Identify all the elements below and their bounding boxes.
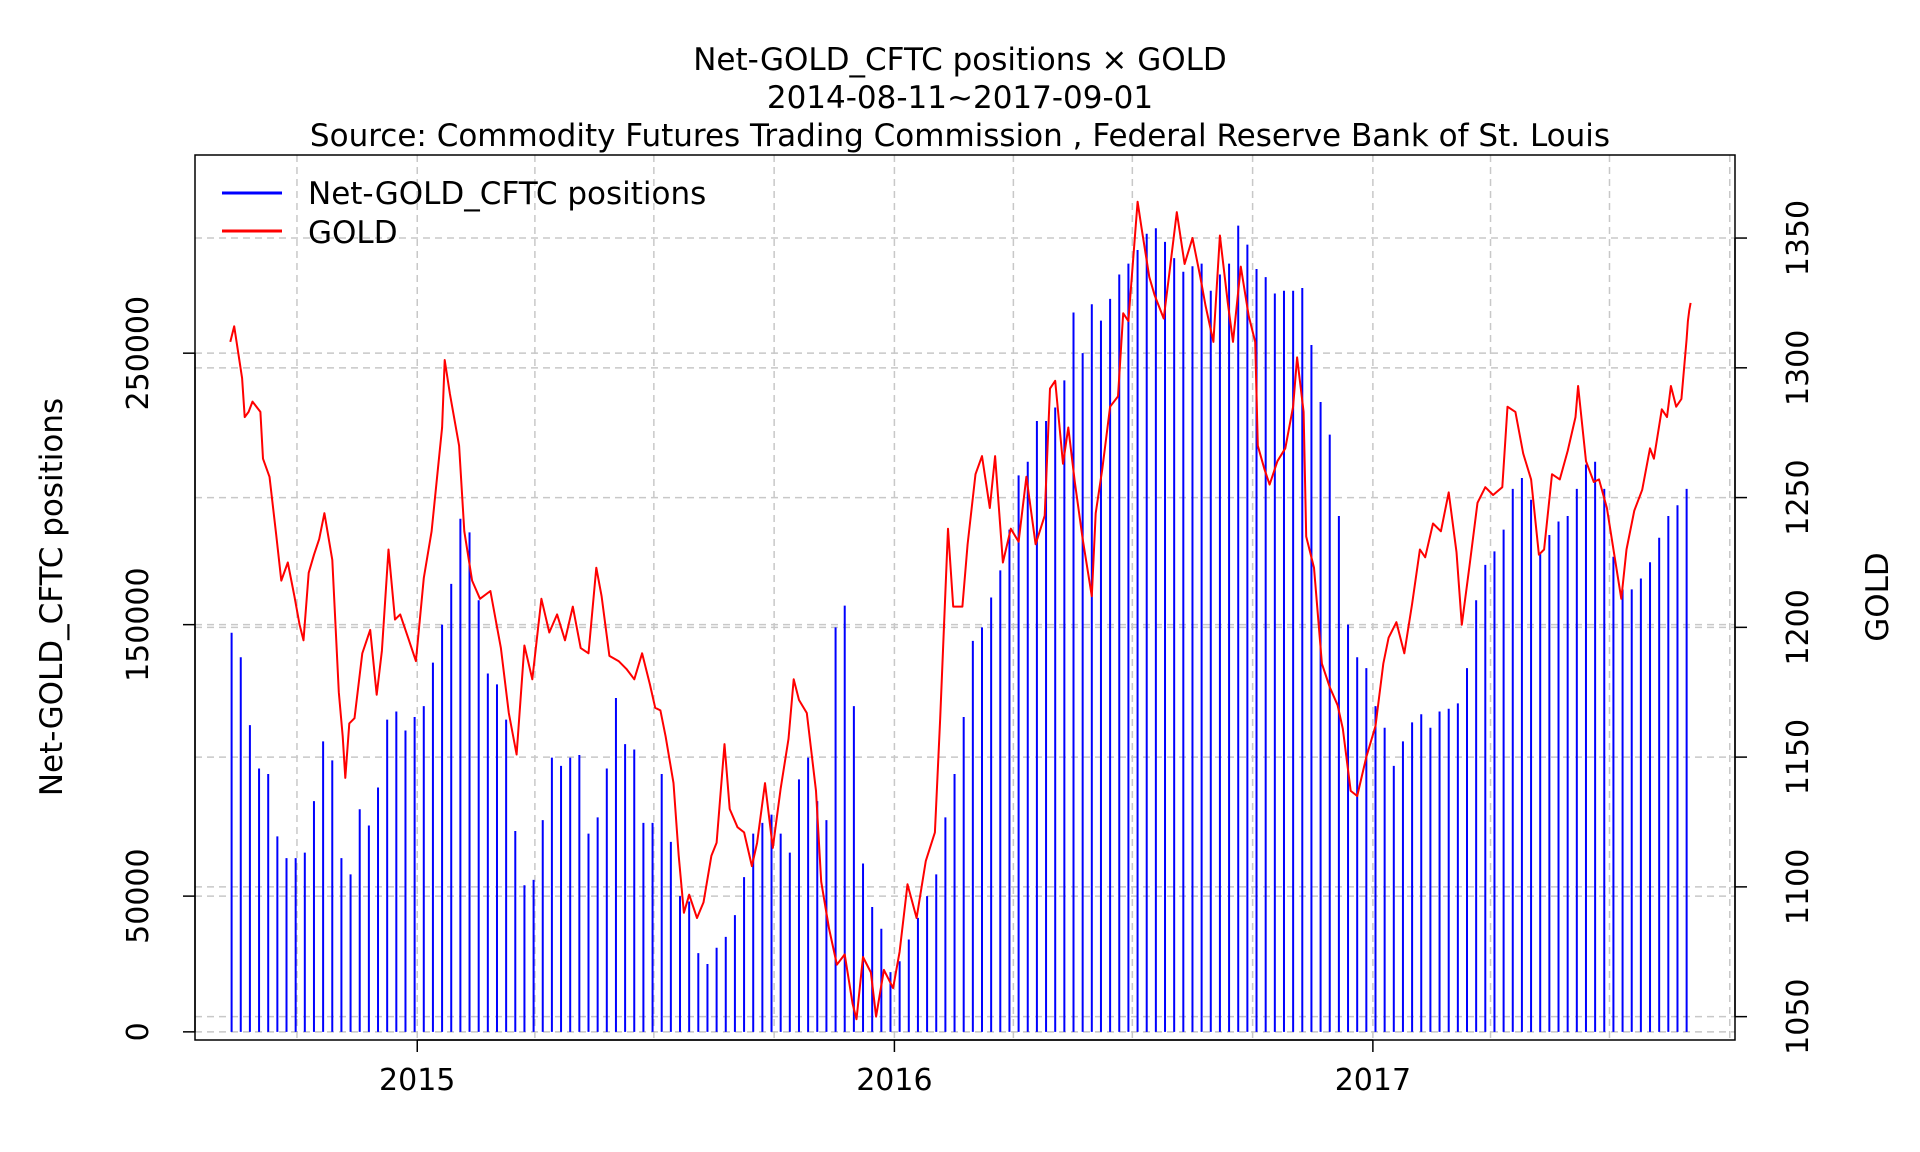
y-left-tick-label-1: 50000 (121, 848, 156, 943)
x-tick-label-2: 2017 (1335, 1063, 1411, 1098)
y-right-tick-label-5: 1300 (1781, 330, 1816, 406)
axes: 2015 2016 2017 0 50000 150000 250000 1050 1100 11… (121, 200, 1816, 1098)
y-right-tick-label-6: 1350 (1781, 200, 1816, 276)
title-line-1: Net-GOLD_CFTC positions × GOLD (693, 42, 1227, 78)
y-left-tick-label-0: 0 (121, 1022, 156, 1041)
chart-title: Net-GOLD_CFTC positions × GOLD 2014-08-1… (310, 42, 1610, 154)
y-right-tick-label-2: 1150 (1781, 719, 1816, 795)
gold-line (229, 200, 1692, 1021)
y-right-tick-label-4: 1250 (1781, 459, 1816, 535)
title-line-3: Source: Commodity Futures Trading Commis… (310, 118, 1610, 154)
bar-series (230, 225, 1688, 1032)
y-axis-left-title: Net-GOLD_CFTC positions (34, 398, 70, 796)
line-series (229, 200, 1692, 1021)
title-line-2: 2014-08-11~2017-09-01 (767, 80, 1153, 116)
legend: Net-GOLD_CFTC positions GOLD (222, 176, 706, 251)
y-axis-right-title: GOLD (1860, 552, 1896, 642)
y-left-tick-label-3: 250000 (121, 296, 156, 411)
y-right-tick-label-1: 1100 (1781, 849, 1816, 925)
y-right-tick-label-3: 1200 (1781, 589, 1816, 665)
legend-label-gold: GOLD (308, 215, 398, 251)
x-tick-label-1: 2016 (856, 1063, 932, 1098)
x-tick-label-0: 2015 (379, 1063, 455, 1098)
y-right-tick-label-0: 1050 (1781, 978, 1816, 1054)
legend-label-net-gold-cftc: Net-GOLD_CFTC positions (308, 176, 706, 212)
y-left-tick-label-2: 150000 (121, 567, 156, 682)
